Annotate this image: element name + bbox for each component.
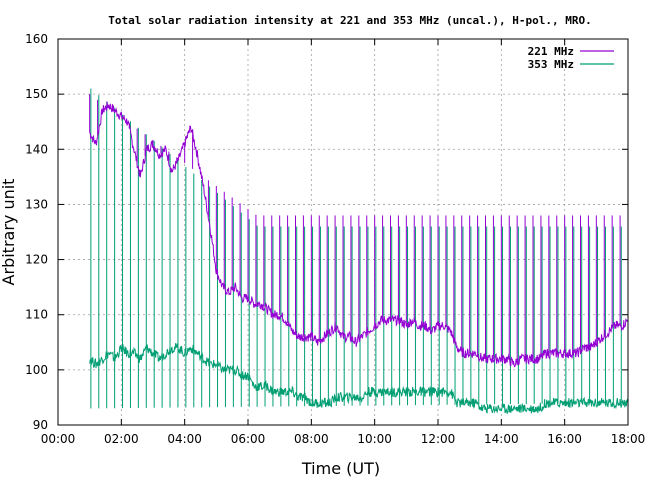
plot-frame — [57, 38, 629, 426]
x-tick-label: 08:00 — [294, 432, 329, 446]
x-tick-label: 14:00 — [484, 432, 519, 446]
y-tick-label: 160 — [25, 32, 48, 46]
chart-title: Total solar radiation intensity at 221 a… — [108, 14, 591, 27]
y-tick-label: 100 — [25, 363, 48, 377]
x-tick-label: 00:00 — [41, 432, 76, 446]
x-tick-label: 04:00 — [167, 432, 202, 446]
x-tick-label: 16:00 — [547, 432, 582, 446]
x-axis-ticks: 00:00 02:00 04:00 06:00 08:00 10:00 12:00 14:00… — [41, 39, 646, 446]
y-tick-label: 110 — [25, 308, 48, 322]
calibration-spikes — [89, 88, 622, 409]
y-tick-label: 130 — [25, 197, 48, 211]
series-line-221 — [89, 101, 629, 368]
x-tick-label: 02:00 — [104, 432, 139, 446]
x-tick-label: 06:00 — [231, 432, 266, 446]
series-lines — [89, 101, 629, 414]
y-tick-label: 90 — [33, 418, 48, 432]
x-tick-label: 10:00 — [357, 432, 392, 446]
legend-label-221: 221 MHz — [528, 45, 574, 58]
y-axis-ticks: 90 100 110 120 130 140 150 160 — [25, 32, 628, 432]
y-tick-label: 140 — [25, 142, 48, 156]
y-tick-label: 120 — [25, 253, 48, 267]
series-line-353 — [89, 343, 629, 414]
x-tick-label: 18:00 — [611, 432, 646, 446]
legend-label-353: 353 MHz — [528, 58, 574, 71]
y-tick-label: 150 — [25, 87, 48, 101]
x-tick-label: 12:00 — [421, 432, 456, 446]
legend: 221 MHz 353 MHz — [528, 45, 614, 71]
x-axis-label: Time (UT) — [301, 459, 380, 478]
y-axis-label: Arbitrary unit — [0, 179, 18, 286]
